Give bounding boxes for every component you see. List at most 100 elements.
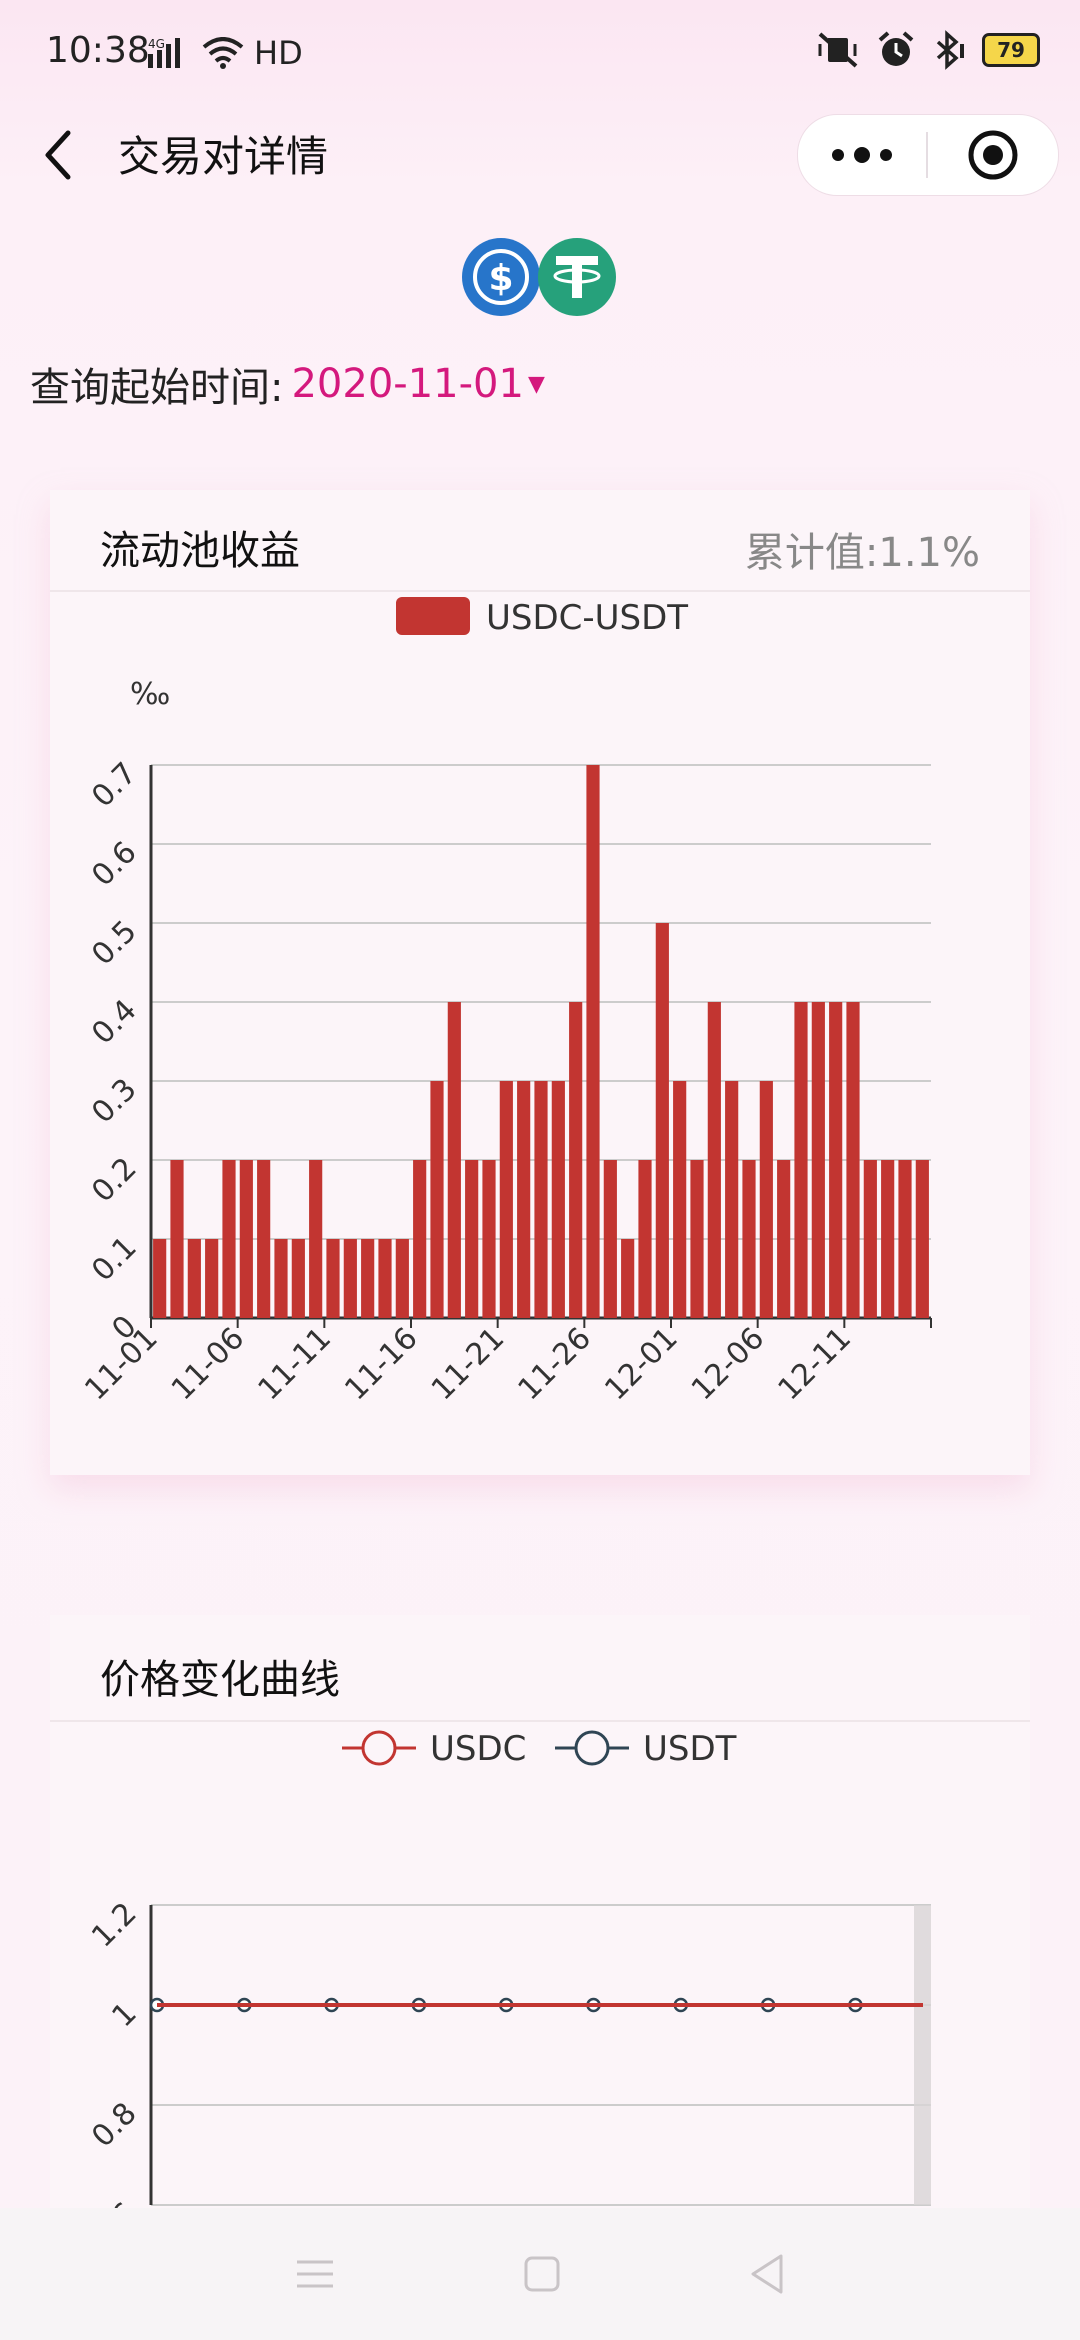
x-tick-label: 11-26 [512, 1321, 598, 1407]
bar-12-13 [881, 1160, 895, 1318]
y-tick-label: 1.2 [85, 1896, 143, 1954]
bar-11-15 [395, 1239, 409, 1318]
y-tick-label: 0.8 [85, 2096, 143, 2154]
bar-11-11 [326, 1239, 340, 1318]
bar-12-15 [915, 1160, 929, 1318]
bar-11-29 [638, 1160, 652, 1318]
x-tick-label: 11-06 [165, 1321, 251, 1407]
bar-11-20 [482, 1160, 496, 1318]
query-start-date-picker[interactable]: 2020-11-01 [291, 361, 524, 407]
x-tick-label: 12-01 [598, 1321, 684, 1407]
usdt-icon [538, 238, 616, 316]
wifi-icon [202, 37, 244, 69]
bar-12-08 [794, 1002, 808, 1318]
bar-11-13 [361, 1239, 375, 1318]
target-close-icon [968, 130, 1018, 180]
bar-12-09 [811, 1002, 825, 1318]
back-arrow-icon[interactable] [38, 125, 82, 185]
x-tick-label: 12-11 [772, 1321, 858, 1407]
bar-11-17 [430, 1081, 444, 1318]
bar-11-21 [499, 1081, 513, 1318]
x-tick-label: 11-11 [252, 1321, 338, 1407]
bar-11-18 [447, 1002, 461, 1318]
dropdown-caret-icon[interactable]: ▼ [527, 371, 545, 397]
y-tick-label: 0.7 [85, 756, 143, 814]
y-tick-label: 0.4 [85, 993, 143, 1051]
token-pair-icons: $ [462, 238, 616, 316]
menu-icon[interactable] [293, 2254, 337, 2294]
close-miniprogram-button[interactable] [928, 115, 1058, 195]
y-tick-label: 0.6 [85, 835, 143, 893]
query-start-label: 查询起始时间: [30, 365, 284, 411]
bar-12-01 [673, 1081, 687, 1318]
network-type: 4G [148, 37, 165, 51]
bar-11-30 [655, 923, 669, 1318]
bar-11-08 [274, 1239, 288, 1318]
x-tick-label: 11-21 [425, 1321, 511, 1407]
bar-11-05 [222, 1160, 236, 1318]
axis-pointer-band [914, 1905, 931, 2205]
nav-bar: 交易对详情 [0, 105, 1080, 215]
x-tick-label: 12-06 [685, 1321, 771, 1407]
bar-11-01 [153, 1239, 167, 1318]
hd-indicator: HD [254, 34, 303, 72]
bar-12-07 [777, 1160, 791, 1318]
legend-marker-usdc [361, 1730, 397, 1766]
bar-11-16 [413, 1160, 427, 1318]
page-title: 交易对详情 [118, 132, 329, 181]
back-triangle-icon[interactable] [747, 2252, 787, 2296]
bar-11-28 [621, 1239, 635, 1318]
y-tick-label: 0.2 [85, 1151, 143, 1209]
bar-11-25 [569, 1002, 583, 1318]
bar-12-05 [742, 1160, 756, 1318]
status-right-icons: 79 [816, 30, 1040, 70]
bar-11-12 [343, 1239, 357, 1318]
battery-icon: 79 [982, 33, 1040, 67]
bar-11-23 [534, 1081, 548, 1318]
bar-11-22 [517, 1081, 531, 1318]
bar-11-19 [465, 1160, 479, 1318]
bar-12-06 [759, 1081, 773, 1318]
bar-12-04 [725, 1081, 739, 1318]
liquidity-card-title: 流动池收益 [100, 528, 300, 574]
bar-11-06 [239, 1160, 253, 1318]
bar-legend: USDC-USDT [396, 597, 688, 638]
y-tick-label: 0.5 [85, 914, 143, 972]
cumulative-value: 累计值:1.1% [744, 530, 980, 576]
bar-11-26 [586, 765, 600, 1318]
x-tick-label: 11-16 [338, 1321, 424, 1407]
bar-12-14 [898, 1160, 912, 1318]
legend-swatch-usdc-usdt [396, 597, 470, 635]
y-axis-unit: ‰ [130, 677, 170, 712]
bar-12-11 [846, 1002, 860, 1318]
signal-icon: 4G [148, 37, 180, 68]
bar-11-27 [603, 1160, 617, 1318]
bar-11-14 [378, 1239, 392, 1318]
price-card-header: 价格变化曲线 [50, 1615, 1030, 1722]
bar-11-09 [291, 1239, 305, 1318]
more-button[interactable] [798, 115, 926, 195]
legend-label-usdc: USDC [430, 1729, 526, 1769]
liquidity-income-card: 流动池收益 累计值:1.1% USDC-USDT ‰ 0 0.1 0.2 0.3 0.4 0.… [50, 490, 1030, 1475]
bar-11-02 [170, 1160, 184, 1318]
bar-12-10 [829, 1002, 843, 1318]
status-time: 10:38 [46, 30, 150, 71]
miniprogram-capsule [797, 114, 1059, 196]
status-left-icons: 4G HD [148, 34, 303, 72]
bar-11-10 [309, 1160, 323, 1318]
line-legend: USDC USDT [342, 1729, 737, 1769]
query-start-row: 查询起始时间: 2020-11-01 ▼ [30, 355, 545, 413]
legend-marker-usdt [574, 1730, 610, 1766]
bar-12-02 [690, 1160, 704, 1318]
home-icon[interactable] [522, 2254, 562, 2294]
usdc-icon: $ [462, 238, 540, 316]
system-nav-bar [0, 2208, 1080, 2340]
bar-11-04 [205, 1239, 219, 1318]
status-bar: 10:38 4G HD [0, 0, 1080, 105]
y-tick-label: 0.3 [85, 1072, 143, 1130]
more-dots-icon [832, 147, 892, 163]
liquidity-card-header: 流动池收益 累计值:1.1% [50, 490, 1030, 592]
bar-12-03 [707, 1002, 721, 1318]
